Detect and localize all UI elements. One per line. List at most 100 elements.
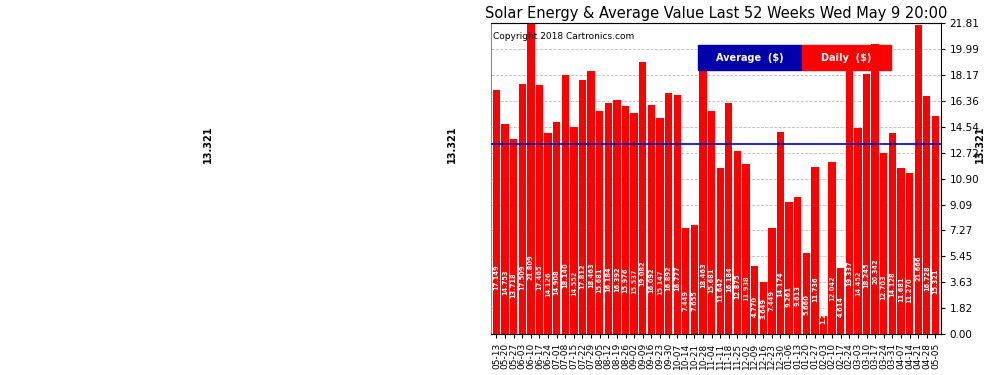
Bar (845, 58, 853, 334)
Text: 21.809: 21.809 (528, 255, 534, 280)
Bar (734, 150, 742, 334)
Bar (493, 90, 500, 334)
Text: 7.449: 7.449 (769, 290, 775, 311)
Bar (906, 173, 913, 334)
Bar (871, 44, 879, 334)
Bar (682, 228, 689, 334)
Bar (759, 282, 767, 334)
Text: 12.875: 12.875 (735, 274, 741, 300)
Bar (811, 167, 819, 334)
Bar (673, 95, 681, 334)
Bar (631, 112, 638, 334)
Text: Average  ($): Average ($) (716, 53, 784, 63)
Text: 15.976: 15.976 (623, 267, 629, 293)
Text: 14.452: 14.452 (855, 271, 861, 296)
Text: 11.736: 11.736 (812, 276, 818, 302)
Bar (854, 128, 861, 334)
Text: 13.321: 13.321 (447, 125, 457, 163)
Bar (923, 96, 931, 334)
Text: 18.140: 18.140 (562, 262, 568, 288)
Text: 17.812: 17.812 (579, 263, 585, 289)
Bar (897, 168, 905, 334)
Text: 15.147: 15.147 (657, 269, 663, 295)
Bar (785, 202, 793, 334)
Text: 16.892: 16.892 (665, 265, 671, 291)
Text: 7.655: 7.655 (691, 290, 697, 310)
Text: 18.463: 18.463 (588, 262, 594, 288)
Text: 16.728: 16.728 (924, 266, 930, 291)
Text: 14.753: 14.753 (502, 270, 508, 296)
Text: 12.042: 12.042 (829, 276, 836, 301)
Bar (528, 23, 535, 334)
Bar (656, 118, 663, 334)
Bar (691, 225, 698, 334)
Text: 11.681: 11.681 (898, 276, 904, 302)
Text: Copyright 2018 Cartronics.com: Copyright 2018 Cartronics.com (493, 33, 635, 42)
Bar (880, 153, 887, 334)
Bar (802, 45, 891, 70)
Text: 16.184: 16.184 (605, 267, 611, 292)
Text: 9.261: 9.261 (786, 286, 792, 307)
Bar (561, 75, 569, 334)
Text: 12.703: 12.703 (881, 274, 887, 300)
Bar (553, 122, 560, 334)
Text: 16.092: 16.092 (648, 267, 654, 292)
Text: Daily  ($): Daily ($) (822, 53, 871, 63)
Text: 16.777: 16.777 (674, 266, 680, 291)
Bar (544, 133, 551, 334)
Bar (742, 164, 749, 334)
Bar (501, 124, 509, 334)
Text: 5.660: 5.660 (803, 294, 809, 315)
Bar (768, 228, 775, 334)
Bar (519, 84, 526, 334)
Text: 16.184: 16.184 (726, 267, 732, 292)
Text: 14.908: 14.908 (553, 270, 559, 295)
Bar (570, 127, 577, 334)
Text: 17.465: 17.465 (537, 264, 543, 290)
Bar (622, 106, 630, 334)
Bar (665, 93, 672, 334)
Bar (794, 197, 801, 334)
Text: 15.681: 15.681 (709, 268, 715, 294)
Bar (596, 111, 603, 334)
Bar (605, 104, 612, 334)
Text: 4.770: 4.770 (751, 296, 757, 317)
Text: 19.337: 19.337 (846, 260, 852, 286)
Bar (915, 25, 922, 334)
Text: 16.392: 16.392 (614, 266, 620, 292)
Bar (640, 62, 646, 334)
Text: 11.938: 11.938 (743, 276, 749, 302)
Text: 14.126: 14.126 (545, 271, 551, 297)
Text: 3.649: 3.649 (760, 298, 766, 319)
Bar (820, 316, 828, 334)
Bar (699, 71, 707, 334)
Text: 18.245: 18.245 (863, 262, 869, 288)
Bar (717, 168, 724, 334)
Text: 9.613: 9.613 (795, 285, 801, 306)
Text: 14.174: 14.174 (777, 271, 783, 297)
Bar (803, 254, 810, 334)
Bar (647, 105, 655, 334)
Bar (725, 104, 733, 334)
Text: 17.149: 17.149 (493, 265, 499, 290)
Text: 13.321: 13.321 (974, 125, 984, 163)
Bar (889, 133, 896, 334)
Text: 21.666: 21.666 (915, 255, 921, 280)
Bar (698, 45, 802, 70)
Bar (829, 162, 836, 334)
Bar (613, 100, 621, 334)
Text: 11.270: 11.270 (907, 277, 913, 303)
Title: Solar Energy & Average Value Last 52 Weeks Wed May 9 20:00: Solar Energy & Average Value Last 52 Wee… (485, 6, 947, 21)
Text: 13.718: 13.718 (511, 272, 517, 298)
Bar (932, 116, 940, 334)
Bar (587, 71, 595, 334)
Text: 19.082: 19.082 (640, 261, 645, 286)
Bar (777, 132, 784, 334)
Text: 15.681: 15.681 (597, 268, 603, 294)
Bar (863, 74, 870, 334)
Bar (510, 138, 518, 334)
Text: 11.642: 11.642 (717, 276, 724, 302)
Text: 7.449: 7.449 (683, 290, 689, 311)
Text: 18.463: 18.463 (700, 262, 706, 288)
Bar (751, 266, 758, 334)
